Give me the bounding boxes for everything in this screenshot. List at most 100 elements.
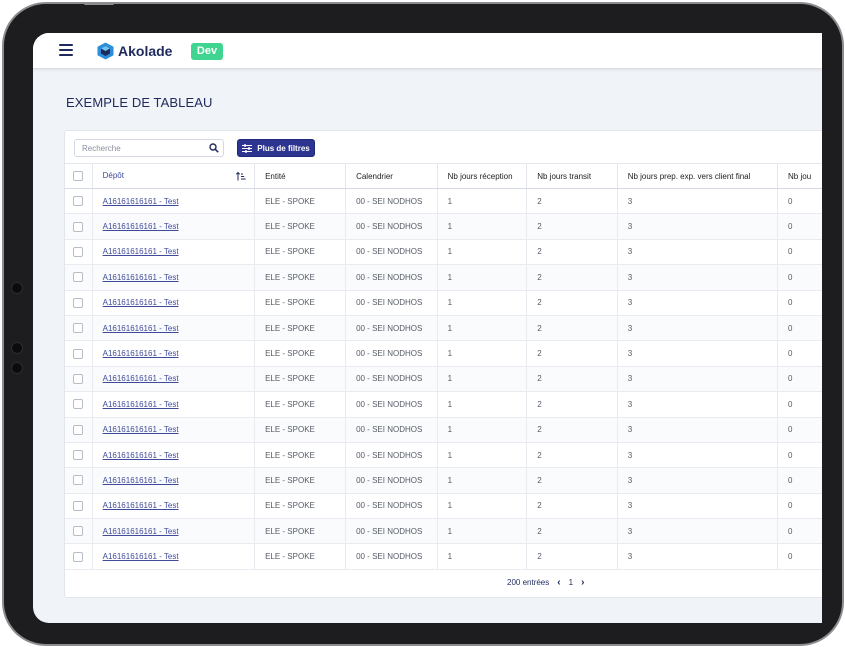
depot-link[interactable]: A16161616161 - Test (102, 323, 179, 333)
jours-extra-cell: 0 (777, 518, 822, 545)
jours-transit-cell: 2 (526, 213, 618, 240)
jours-reception-cell: 1 (437, 188, 528, 215)
jours-transit-cell: 2 (526, 417, 618, 443)
hamburger-menu-icon[interactable] (59, 44, 73, 58)
row-checkbox[interactable] (73, 297, 83, 308)
entite-cell: ELE - SPOKE (254, 543, 347, 570)
column-header-jours-reception[interactable]: Nb jours réception (437, 163, 528, 189)
row-checkbox[interactable] (73, 399, 83, 410)
table-row: A16161616161 - Test ELE - SPOKE 00 - SEI N… (65, 442, 822, 469)
depot-cell: A16161616161 - Test (92, 391, 256, 418)
environment-badge: Dev (191, 43, 223, 60)
row-checkbox[interactable] (73, 526, 83, 537)
chevron-right-icon[interactable]: › (581, 577, 585, 588)
calendrier-cell: 00 - SEI NODHOS (345, 417, 438, 443)
more-filters-button[interactable]: Plus de filtres (237, 139, 315, 157)
row-select-cell (65, 213, 93, 240)
column-header-depot[interactable]: Dépôt (92, 163, 256, 189)
depot-link[interactable]: A16161616161 - Test (102, 222, 179, 232)
row-select-cell (65, 315, 93, 342)
depot-cell: A16161616161 - Test (92, 518, 256, 545)
depot-link[interactable]: A16161616161 - Test (102, 272, 179, 282)
column-header-jours-truncated[interactable]: Nb jou (777, 163, 822, 189)
row-checkbox[interactable] (73, 221, 83, 232)
depot-cell: A16161616161 - Test (92, 417, 256, 443)
jours-transit-cell: 2 (526, 188, 618, 215)
column-header-jours-transit[interactable]: Nb jours transit (526, 163, 618, 189)
depot-link[interactable]: A16161616161 - Test (102, 247, 179, 257)
select-all-checkbox[interactable] (73, 171, 83, 181)
row-checkbox[interactable] (73, 272, 83, 283)
calendrier-cell: 00 - SEI NODHOS (345, 366, 438, 393)
table-card: Plus de filtres Dépôt (64, 130, 822, 598)
depot-link[interactable]: A16161616161 - Test (102, 475, 179, 485)
row-select-cell (65, 467, 93, 494)
depot-link[interactable]: A16161616161 - Test (102, 374, 179, 384)
depot-link[interactable]: A16161616161 - Test (102, 450, 179, 460)
depot-link[interactable]: A16161616161 - Test (102, 196, 179, 206)
jours-prep-cell: 3 (617, 315, 779, 342)
depot-link[interactable]: A16161616161 - Test (102, 349, 179, 359)
row-checkbox[interactable] (73, 424, 83, 435)
jours-prep-cell: 3 (617, 188, 779, 215)
jours-transit-cell: 2 (526, 315, 618, 342)
entite-cell: ELE - SPOKE (254, 518, 347, 545)
jours-prep-cell: 3 (617, 518, 779, 545)
jours-transit-cell: 2 (526, 264, 618, 291)
depot-link[interactable]: A16161616161 - Test (102, 501, 179, 511)
row-checkbox[interactable] (73, 475, 83, 486)
calendrier-cell: 00 - SEI NODHOS (345, 315, 438, 342)
jours-reception-cell: 1 (437, 213, 528, 240)
jours-prep-cell: 3 (617, 391, 779, 418)
depot-cell: A16161616161 - Test (92, 366, 256, 393)
row-select-cell (65, 290, 93, 316)
depot-link[interactable]: A16161616161 - Test (102, 425, 179, 435)
jours-extra-cell: 0 (777, 493, 822, 520)
row-select-cell (65, 239, 93, 266)
entite-cell: ELE - SPOKE (254, 417, 347, 443)
row-select-cell (65, 493, 93, 520)
side-sensor-2 (11, 362, 23, 374)
sort-ascending-icon[interactable] (236, 172, 246, 181)
jours-reception-cell: 1 (437, 315, 528, 342)
akolade-logo-icon (97, 42, 114, 60)
column-header-calendrier[interactable]: Calendrier (345, 163, 438, 189)
column-header-entite[interactable]: Entité (254, 163, 347, 189)
jours-extra-cell: 0 (777, 315, 822, 342)
row-checkbox[interactable] (73, 373, 83, 384)
row-checkbox[interactable] (73, 246, 83, 257)
search-input[interactable] (74, 139, 224, 157)
jours-reception-cell: 1 (437, 518, 528, 545)
row-checkbox[interactable] (73, 323, 83, 334)
table-row: A16161616161 - Test ELE - SPOKE 00 - SEI N… (65, 518, 822, 545)
jours-prep-cell: 3 (617, 467, 779, 494)
depot-cell: A16161616161 - Test (92, 239, 256, 266)
row-checkbox[interactable] (73, 450, 83, 461)
row-select-cell (65, 340, 93, 367)
depot-cell: A16161616161 - Test (92, 213, 256, 240)
jours-prep-cell: 3 (617, 340, 779, 367)
jours-extra-cell: 0 (777, 290, 822, 316)
calendrier-cell: 00 - SEI NODHOS (345, 391, 438, 418)
column-header-jours-prep[interactable]: Nb jours prep. exp. vers client final (617, 163, 779, 189)
entite-cell: ELE - SPOKE (254, 213, 347, 240)
row-checkbox[interactable] (73, 500, 83, 511)
row-checkbox[interactable] (73, 348, 83, 359)
depot-link[interactable]: A16161616161 - Test (102, 399, 179, 409)
calendrier-cell: 00 - SEI NODHOS (345, 442, 438, 469)
depot-link[interactable]: A16161616161 - Test (102, 298, 179, 308)
search-icon[interactable] (209, 143, 219, 153)
page-title: EXEMPLE DE TABLEAU (66, 95, 213, 110)
depot-link[interactable]: A16161616161 - Test (102, 552, 179, 562)
row-checkbox[interactable] (73, 196, 83, 207)
calendrier-cell: 00 - SEI NODHOS (345, 340, 438, 367)
depot-cell: A16161616161 - Test (92, 264, 256, 291)
table-row: A16161616161 - Test ELE - SPOKE 00 - SEI N… (65, 213, 822, 240)
current-page[interactable]: 1 (568, 578, 574, 587)
select-all-cell (65, 163, 93, 189)
depot-link[interactable]: A16161616161 - Test (102, 526, 179, 536)
row-checkbox[interactable] (73, 551, 83, 562)
table-row: A16161616161 - Test ELE - SPOKE 00 - SEI N… (65, 391, 822, 418)
chevron-left-icon[interactable]: ‹ (557, 577, 561, 588)
